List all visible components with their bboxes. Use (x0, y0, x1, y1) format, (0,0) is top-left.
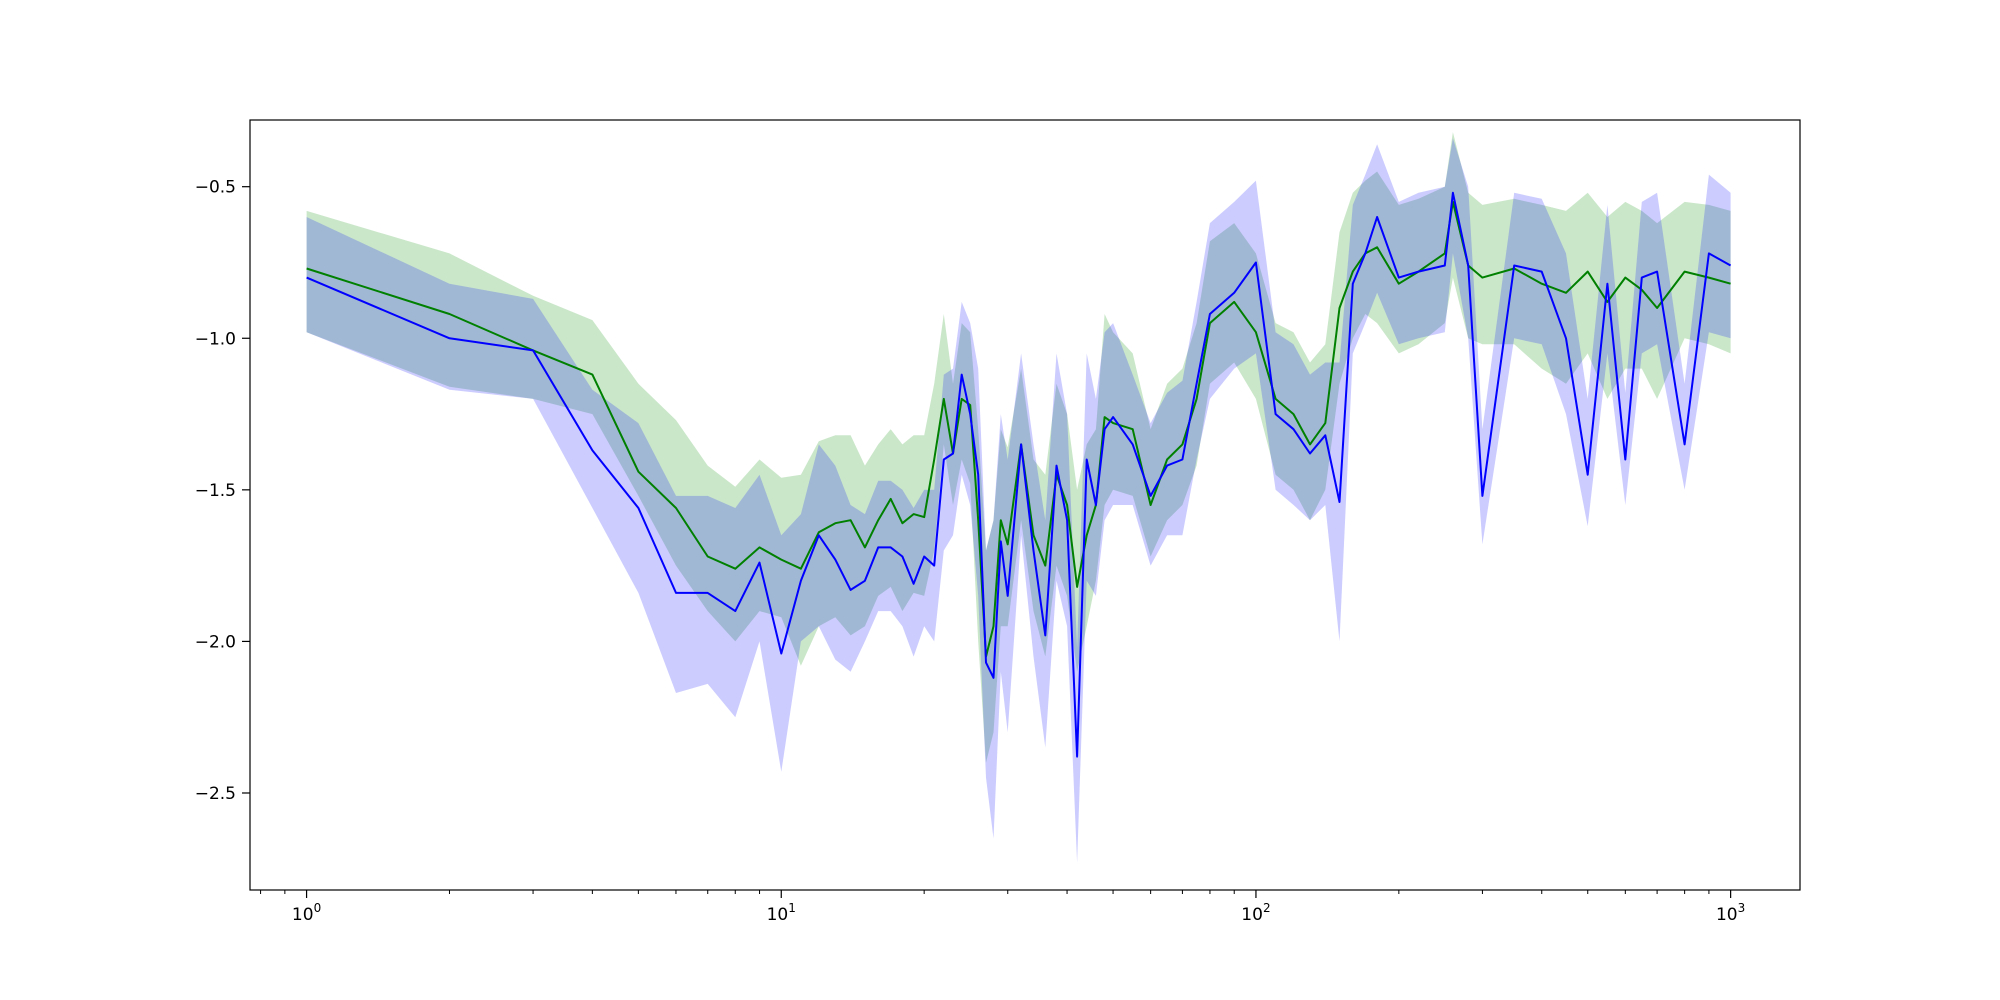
y-tick-label: −2.5 (195, 784, 236, 804)
y-tick-label: −1.0 (195, 329, 236, 349)
x-axis: 100 101 102 103 (260, 890, 1745, 925)
y-tick-label: −0.5 (195, 178, 236, 198)
x-tick-label: 100 (292, 901, 321, 925)
y-tick-label: −2.0 (195, 632, 236, 652)
series-1-band (306, 132, 1731, 763)
series-2-line (306, 191, 1732, 758)
x-tick-label: 101 (767, 901, 796, 925)
plot-frame (249, 119, 1801, 891)
series-lines (306, 191, 1732, 758)
series-2-band (306, 138, 1731, 863)
x-tick-label: 103 (1716, 901, 1745, 925)
confidence-bands (306, 132, 1731, 863)
y-axis: −0.5 −1.0 −1.5 −2.0 −2.5 (195, 178, 250, 804)
y-tick-label: −1.5 (195, 481, 236, 501)
x-tick-label: 102 (1241, 901, 1270, 925)
